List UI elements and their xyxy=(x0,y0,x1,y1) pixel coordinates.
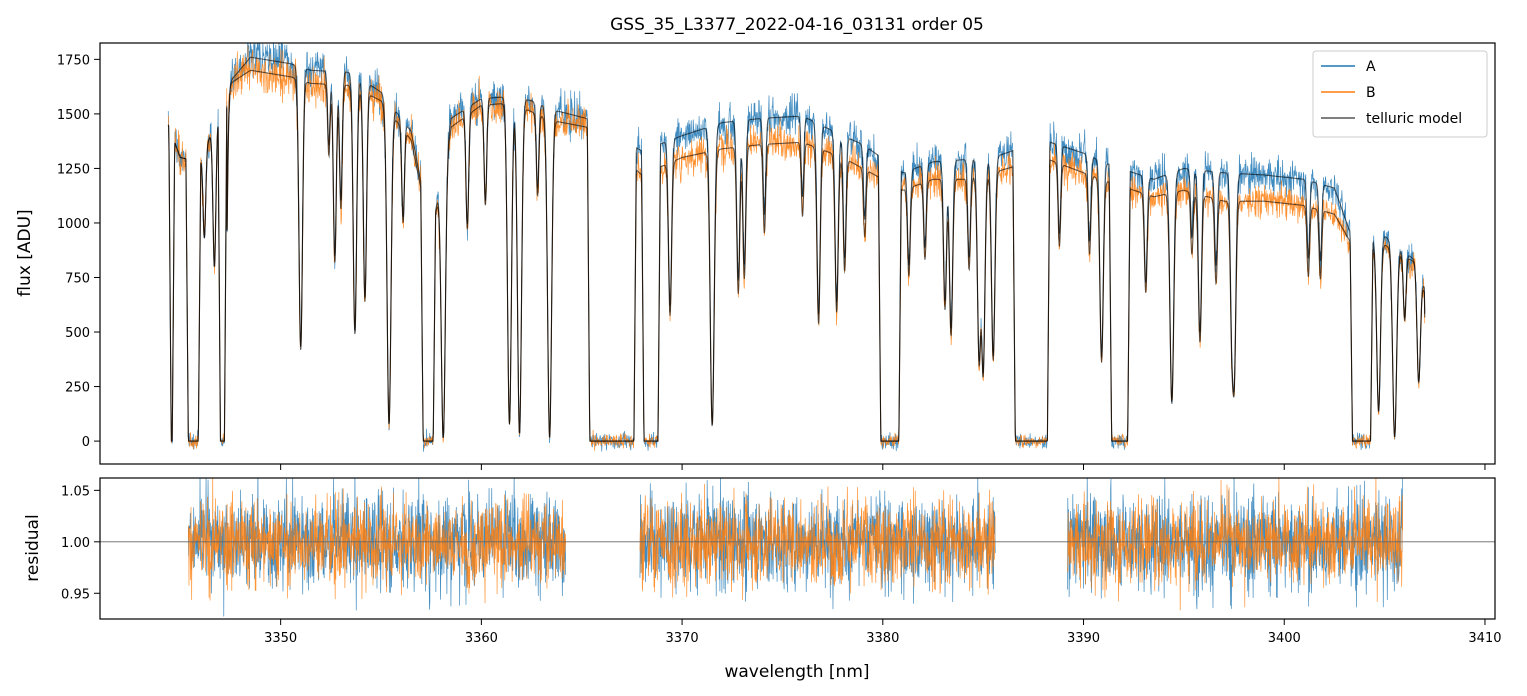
legend-box xyxy=(1312,50,1488,138)
flux-ytick-label: 1250 xyxy=(57,162,90,177)
legend-label-telluric-model: telluric model xyxy=(1366,111,1462,127)
residual-y-axis-label: residual xyxy=(23,514,43,581)
flux-panel-frame xyxy=(99,42,1496,465)
residual-panel-frame xyxy=(99,477,1496,620)
residual-ytick-group: 0.95 1.00 1.05 xyxy=(61,484,100,602)
x-axis-label: wavelength [nm] xyxy=(724,662,869,682)
residual-ytick-label: 0.95 xyxy=(61,587,90,602)
flux-telluric-model-b-line xyxy=(167,69,1426,442)
residual-xtick-label: 3390 xyxy=(1067,631,1100,646)
figure-title: GSS_35_L3377_2022-04-16_03131 order 05 xyxy=(610,15,984,35)
residual-xtick-label: 3380 xyxy=(866,631,899,646)
residual-ytick-label: 1.00 xyxy=(61,536,90,551)
legend-label-a: A xyxy=(1366,59,1376,75)
residual-xtick-label: 3360 xyxy=(465,631,498,646)
flux-ytick-label: 1750 xyxy=(57,53,90,68)
flux-ytick-label: 500 xyxy=(65,326,90,341)
flux-ytick-label: 1000 xyxy=(57,217,90,232)
flux-xtick-group xyxy=(280,464,1486,470)
flux-ytick-label: 250 xyxy=(65,381,90,396)
flux-ytick-group: 0 250 500 750 1000 1250 1500 1750 xyxy=(57,53,100,450)
residual-xtick-group: 3350 3360 3370 3380 3390 3400 3410 xyxy=(264,619,1502,646)
flux-y-axis-label: flux [ADU] xyxy=(15,209,35,296)
flux-ytick-label: 750 xyxy=(65,271,90,286)
residual-series-b-line xyxy=(187,478,1404,611)
residual-xtick-label: 3410 xyxy=(1468,631,1501,646)
residual-xtick-label: 3370 xyxy=(666,631,699,646)
legend-label-b: B xyxy=(1366,85,1376,101)
residual-xtick-label: 3400 xyxy=(1268,631,1301,646)
flux-ytick-label: 1500 xyxy=(57,108,90,123)
residual-panel: 0.95 1.00 1.05 3350 3360 3370 3380 3390 3400 341… xyxy=(23,477,1502,682)
flux-telluric-model-a-line xyxy=(167,56,1426,442)
legend: A B telluric model xyxy=(1312,50,1488,138)
residual-xtick-label: 3350 xyxy=(264,631,297,646)
flux-ytick-label: 0 xyxy=(82,435,90,450)
flux-panel: 0 250 500 750 1000 1250 1500 1750 flux [ADU] A … xyxy=(15,42,1496,470)
residual-ytick-label: 1.05 xyxy=(61,484,90,499)
